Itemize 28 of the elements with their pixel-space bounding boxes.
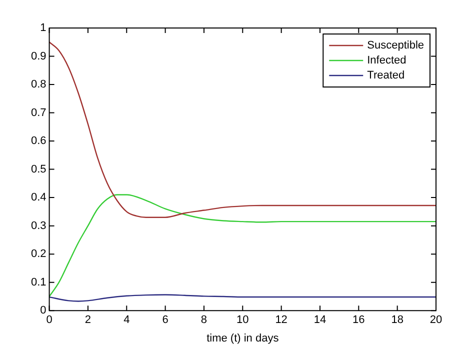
y-tick-label: 0.4 [30, 192, 46, 204]
y-tick-label: 0.8 [30, 78, 46, 91]
line-series [49, 194, 436, 298]
legend-label: Treated [367, 70, 405, 82]
y-tick-label: 0.5 [30, 163, 46, 176]
legend-label: Susceptible [367, 40, 424, 52]
y-tick-label: 0.6 [30, 135, 46, 148]
line-series [49, 294, 436, 302]
x-tick-label: 14 [314, 314, 326, 326]
x-tick-label: 6 [162, 314, 168, 326]
y-tick-label: 0.3 [30, 220, 46, 232]
x-tick-label: 4 [124, 314, 130, 326]
x-tick-label: 16 [352, 314, 365, 326]
y-tick-label: 0.9 [30, 50, 46, 62]
y-tick-label: 0.7 [30, 106, 46, 119]
y-tick-label: 0 [40, 304, 46, 317]
x-tick-label: 10 [236, 314, 249, 326]
y-tick-label: 1 [40, 22, 46, 34]
x-tick-label: 20 [430, 314, 442, 326]
line-series [49, 42, 436, 218]
x-axis-title: time (t) in days [206, 332, 280, 344]
legend-label: Infected [367, 54, 406, 67]
x-tick-label: 12 [275, 314, 288, 326]
x-tick-label: 8 [200, 314, 208, 326]
x-tick-label: 18 [391, 314, 404, 326]
y-tick-label: 0.2 [30, 248, 46, 260]
x-tick-label: 2 [84, 314, 92, 326]
y-tick-label: 0.1 [30, 276, 46, 288]
